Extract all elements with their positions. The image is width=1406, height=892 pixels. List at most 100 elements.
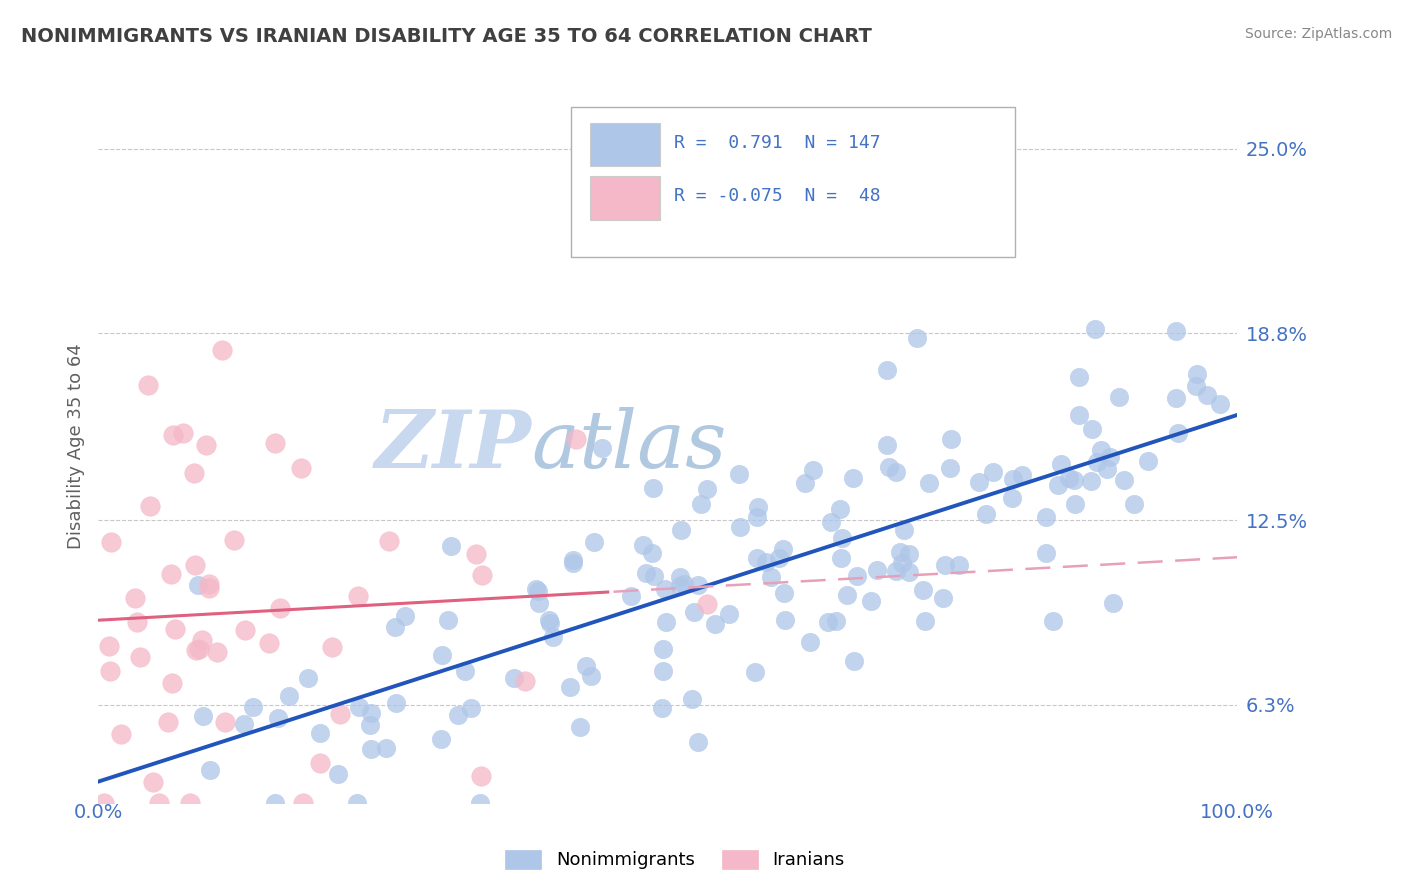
Point bbox=[938, 461, 960, 475]
Point bbox=[1099, 450, 1122, 464]
Point bbox=[524, 582, 547, 596]
Point bbox=[747, 500, 769, 515]
Point bbox=[794, 476, 817, 491]
Text: NONIMMIGRANTS VS IRANIAN DISABILITY AGE 35 TO 64 CORRELATION CHART: NONIMMIGRANTS VS IRANIAN DISABILITY AGE … bbox=[21, 27, 872, 45]
Point bbox=[891, 556, 914, 570]
Point bbox=[652, 641, 675, 656]
Point bbox=[160, 676, 183, 690]
Point bbox=[347, 700, 370, 714]
Point bbox=[179, 796, 201, 810]
Point bbox=[841, 470, 863, 484]
Point bbox=[686, 735, 709, 749]
Point bbox=[934, 558, 956, 573]
Point bbox=[233, 623, 256, 637]
Point bbox=[747, 510, 769, 524]
Point bbox=[1137, 454, 1160, 468]
Point bbox=[1081, 422, 1104, 436]
Point bbox=[470, 769, 492, 783]
Point bbox=[974, 507, 997, 521]
Point bbox=[198, 576, 221, 591]
Point bbox=[835, 588, 858, 602]
Point bbox=[561, 553, 583, 567]
Point bbox=[1057, 471, 1080, 485]
Point bbox=[755, 555, 778, 569]
Text: 0.0%: 0.0% bbox=[73, 803, 124, 822]
Point bbox=[163, 622, 186, 636]
Point bbox=[347, 589, 370, 603]
Point bbox=[669, 570, 692, 584]
Point bbox=[1069, 408, 1091, 422]
Point bbox=[205, 645, 228, 659]
Point bbox=[897, 566, 920, 580]
Point bbox=[124, 591, 146, 605]
Point bbox=[1122, 497, 1144, 511]
Point bbox=[263, 435, 285, 450]
Point bbox=[191, 633, 214, 648]
Point bbox=[620, 589, 643, 603]
Point bbox=[471, 567, 494, 582]
Point bbox=[651, 700, 673, 714]
Point bbox=[1001, 491, 1024, 505]
Point bbox=[447, 708, 470, 723]
Point bbox=[581, 669, 603, 683]
Point bbox=[142, 775, 165, 789]
Point bbox=[129, 649, 152, 664]
Point bbox=[768, 550, 790, 565]
Point bbox=[269, 601, 291, 615]
Point bbox=[669, 579, 692, 593]
Point bbox=[1209, 397, 1232, 411]
Point bbox=[905, 331, 928, 345]
Point bbox=[309, 725, 332, 739]
Point bbox=[845, 568, 868, 582]
Point bbox=[634, 566, 657, 580]
Text: R = -0.075  N =  48: R = -0.075 N = 48 bbox=[673, 187, 880, 205]
Legend: Nonimmigrants, Iranians: Nonimmigrants, Iranians bbox=[496, 841, 853, 879]
Point bbox=[183, 467, 205, 481]
Point bbox=[308, 756, 330, 771]
Point bbox=[1011, 467, 1033, 482]
Point bbox=[468, 796, 491, 810]
Point bbox=[359, 718, 381, 732]
Point bbox=[884, 465, 907, 479]
Point bbox=[360, 742, 382, 756]
Point bbox=[898, 547, 921, 561]
Point bbox=[884, 564, 907, 578]
Point bbox=[918, 475, 941, 490]
Point bbox=[1108, 390, 1130, 404]
Point bbox=[136, 377, 159, 392]
Point bbox=[328, 766, 350, 780]
Point bbox=[267, 711, 290, 725]
Point bbox=[139, 499, 162, 513]
Point bbox=[643, 481, 665, 495]
Text: R =  0.791  N = 147: R = 0.791 N = 147 bbox=[673, 134, 880, 152]
Point bbox=[527, 584, 550, 599]
Point bbox=[939, 432, 962, 446]
Point bbox=[211, 343, 233, 357]
Text: 100.0%: 100.0% bbox=[1201, 803, 1274, 822]
Point bbox=[831, 531, 853, 545]
Point bbox=[193, 708, 215, 723]
Point bbox=[188, 641, 211, 656]
Point bbox=[1090, 442, 1112, 457]
Point bbox=[1069, 370, 1091, 384]
Point bbox=[156, 715, 179, 730]
Point bbox=[172, 425, 194, 440]
Point bbox=[696, 597, 718, 611]
Point bbox=[430, 731, 453, 746]
Point bbox=[440, 540, 463, 554]
Point bbox=[672, 577, 695, 591]
Point bbox=[568, 720, 591, 734]
Point bbox=[385, 696, 408, 710]
Point bbox=[297, 672, 319, 686]
Point bbox=[728, 467, 751, 481]
Point bbox=[565, 432, 588, 446]
FancyBboxPatch shape bbox=[591, 123, 659, 166]
Point bbox=[384, 620, 406, 634]
Point bbox=[437, 613, 460, 627]
Point bbox=[799, 635, 821, 649]
Point bbox=[582, 535, 605, 549]
Point bbox=[655, 615, 678, 629]
Point bbox=[242, 700, 264, 714]
Point bbox=[948, 558, 970, 572]
Point bbox=[292, 796, 315, 810]
